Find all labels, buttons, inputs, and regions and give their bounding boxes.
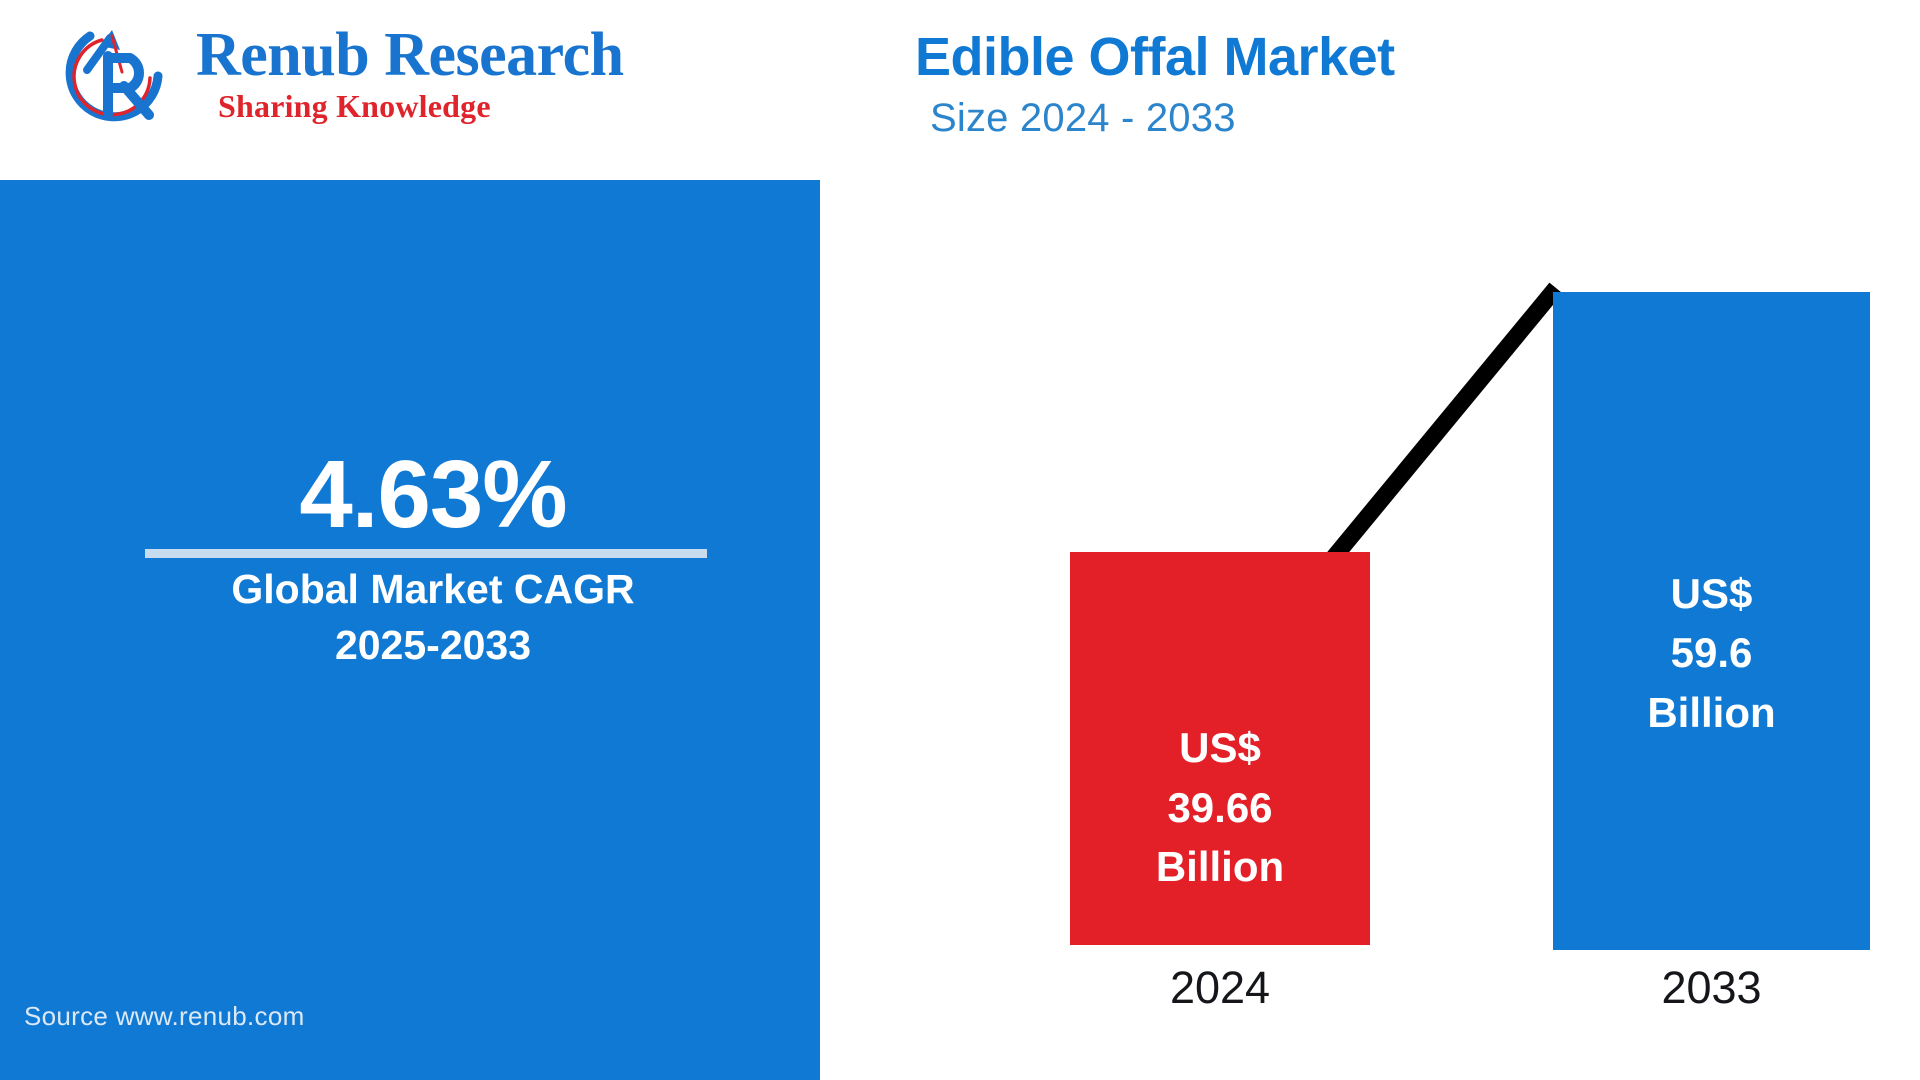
brand-wordmark: Renub Research Sharing Knowledge (196, 24, 624, 122)
bar-2033-currency: US$ (1670, 569, 1753, 617)
bar-2033[interactable]: US$ 59.6 Billion (1553, 292, 1870, 950)
logo-area: Renub Research Sharing Knowledge (0, 0, 820, 180)
renub-emblem-icon (50, 14, 180, 134)
bar-2024-value-group: US$ 39.66 Billion (1156, 718, 1284, 897)
x-axis-label-2033: 2033 (1661, 962, 1762, 1013)
cagr-panel: 4.63% Global Market CAGR 2025-2033 Sourc… (0, 180, 820, 1080)
cagr-label-primary: Global Market CAGR (231, 566, 635, 613)
cagr-value: 4.63% (299, 441, 567, 549)
bar-2024-value: 39.66 (1167, 783, 1273, 831)
bar-2024-currency: US$ (1179, 724, 1261, 772)
x-axis-label-2024: 2024 (1169, 962, 1271, 1013)
source-attribution: Source www.renub.com (24, 1001, 305, 1031)
bar-2024-unit: Billion (1155, 843, 1285, 891)
cagr-divider (145, 549, 707, 559)
bar-2033-value-group: US$ 59.6 Billion (1647, 564, 1775, 743)
page-title: Edible Offal Market (915, 27, 1395, 87)
bar-2024[interactable]: US$ 39.66 Billion (1070, 552, 1370, 945)
brand-name: Renub Research (196, 21, 624, 89)
cagr-block: 4.63% Global Market CAGR 2025-2033 (0, 180, 820, 940)
cagr-label-period: 2025-2033 (334, 621, 532, 668)
bar-2033-unit: Billion (1647, 688, 1776, 736)
page-subtitle: Size 2024 - 2033 (930, 96, 1236, 140)
growth-trend-line-icon (1300, 270, 1600, 590)
brand-tagline: Sharing Knowledge (218, 88, 491, 124)
bar-2033-value: 59.6 (1670, 629, 1753, 677)
